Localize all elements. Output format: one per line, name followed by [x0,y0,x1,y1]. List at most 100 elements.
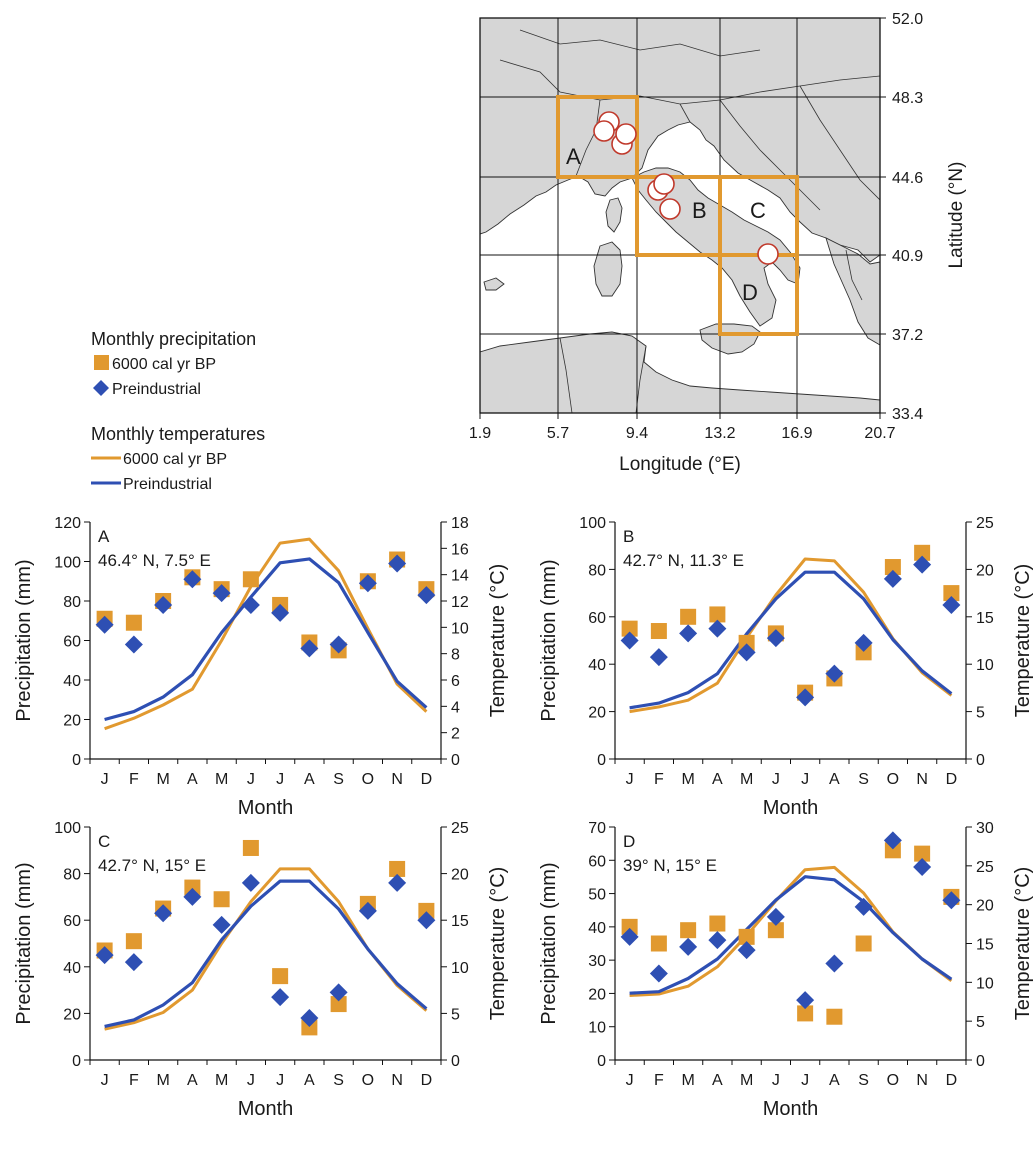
precip-marker-preindustrial [183,570,202,589]
x-tick-label: O [887,1072,899,1089]
map-ylabel: Latitude (°N) [946,162,967,269]
y2-tick-label: 10 [451,620,469,637]
site-marker [615,123,637,145]
y2-tick-label: 20 [976,898,994,915]
y-tick-label: 50 [588,887,606,904]
precip-marker-preindustrial [825,664,844,683]
x-tick-label: J [101,771,109,788]
y2-tick-label: 25 [976,859,994,876]
precip-marker-6000bp [272,968,289,985]
precip-marker-preindustrial [95,946,114,965]
y2-axis-label: Temperature (°C) [487,564,509,718]
precip-marker-preindustrial [183,887,202,906]
precip-marker-preindustrial [358,574,377,593]
precip-marker-6000bp [184,879,201,896]
legend-swatch-precip-6k [94,355,109,370]
y2-tick-label: 15 [976,937,994,954]
map-ytick-label: 52.0 [892,11,923,28]
x-tick-label: J [626,771,634,788]
y-tick-label: 40 [63,673,81,690]
map-ytick-label: 44.6 [892,170,923,187]
precip-marker-preindustrial [708,931,727,950]
precip-marker-preindustrial [388,873,407,892]
x-tick-label: F [129,771,139,788]
x-axis-label: Month [763,1098,819,1120]
precip-marker-preindustrial [154,595,173,614]
y-tick-label: 40 [588,657,606,674]
y2-tick-label: 10 [451,960,469,977]
precip-marker-preindustrial [679,937,698,956]
panel-letter: D [623,832,635,851]
precip-marker-preindustrial [417,586,436,605]
precip-marker-preindustrial [737,643,756,662]
box-label-d: D [742,280,758,305]
precip-marker-6000bp [767,922,784,939]
precip-marker-preindustrial [620,927,639,946]
y-tick-label: 20 [588,705,606,722]
x-tick-label: J [247,1072,255,1089]
panel-letter: A [98,527,110,546]
precip-marker-6000bp [738,634,755,651]
map-ytick-label: 48.3 [892,90,923,107]
x-tick-label: J [247,771,255,788]
y-tick-label: 0 [597,1053,606,1070]
y2-tick-label: 25 [976,515,994,532]
precip-marker-preindustrial [358,901,377,920]
temp-line-6000bp [629,557,953,714]
x-tick-label: N [916,1072,928,1089]
x-tick-label: S [333,1072,344,1089]
precip-marker-6000bp [680,608,697,625]
y-tick-label: 100 [54,555,81,572]
y2-tick-label: 20 [976,562,994,579]
y2-tick-label: 15 [976,610,994,627]
precip-marker-preindustrial [679,624,698,643]
box-label-a: A [566,144,581,169]
y-tick-label: 0 [597,752,606,769]
panel-location: 42.7° N, 11.3° E [623,551,744,570]
site-marker [659,198,681,220]
x-tick-label: J [772,771,780,788]
precip-marker-6000bp [914,845,931,862]
precip-marker-6000bp [125,614,142,631]
map-ytick-label: 40.9 [892,248,923,265]
x-tick-label: D [421,771,433,788]
y-axis-label: Precipitation (mm) [538,559,560,721]
precip-marker-preindustrial [708,619,727,638]
site-marker [593,120,615,142]
y-tick-label: 120 [54,515,81,532]
y2-tick-label: 12 [451,594,469,611]
precip-marker-preindustrial [95,615,114,634]
x-tick-label: M [156,771,169,788]
precip-marker-6000bp [213,891,230,908]
x-tick-label: S [333,771,344,788]
panel-letter: C [98,832,110,851]
site-marker [757,243,779,265]
precip-marker-preindustrial [766,907,785,926]
x-tick-label: O [362,1072,374,1089]
x-tick-label: N [916,771,928,788]
site-markers [593,111,779,265]
precip-marker-preindustrial [854,897,873,916]
land-north-africa [480,331,880,413]
y-tick-label: 80 [63,594,81,611]
x-tick-label: M [740,771,753,788]
x-tick-label: M [215,771,228,788]
y-tick-label: 0 [72,1053,81,1070]
x-tick-label: J [801,1072,809,1089]
precip-marker-6000bp [855,935,872,952]
precip-marker-preindustrial [883,569,902,588]
precip-marker-preindustrial [796,991,815,1010]
land-balkans [825,237,880,346]
y2-tick-label: 5 [976,705,985,722]
y2-tick-label: 6 [451,673,460,690]
x-tick-label: A [712,1072,723,1089]
y-tick-label: 60 [588,853,606,870]
box-label-c: C [750,198,766,223]
land-balearic [483,277,505,291]
y2-axis-label: Temperature (°C) [487,867,509,1021]
x-tick-label: F [129,1072,139,1089]
x-tick-label: M [740,1072,753,1089]
y2-tick-label: 20 [451,867,469,884]
precip-marker-preindustrial [913,857,932,876]
precip-marker-6000bp [301,1019,318,1036]
